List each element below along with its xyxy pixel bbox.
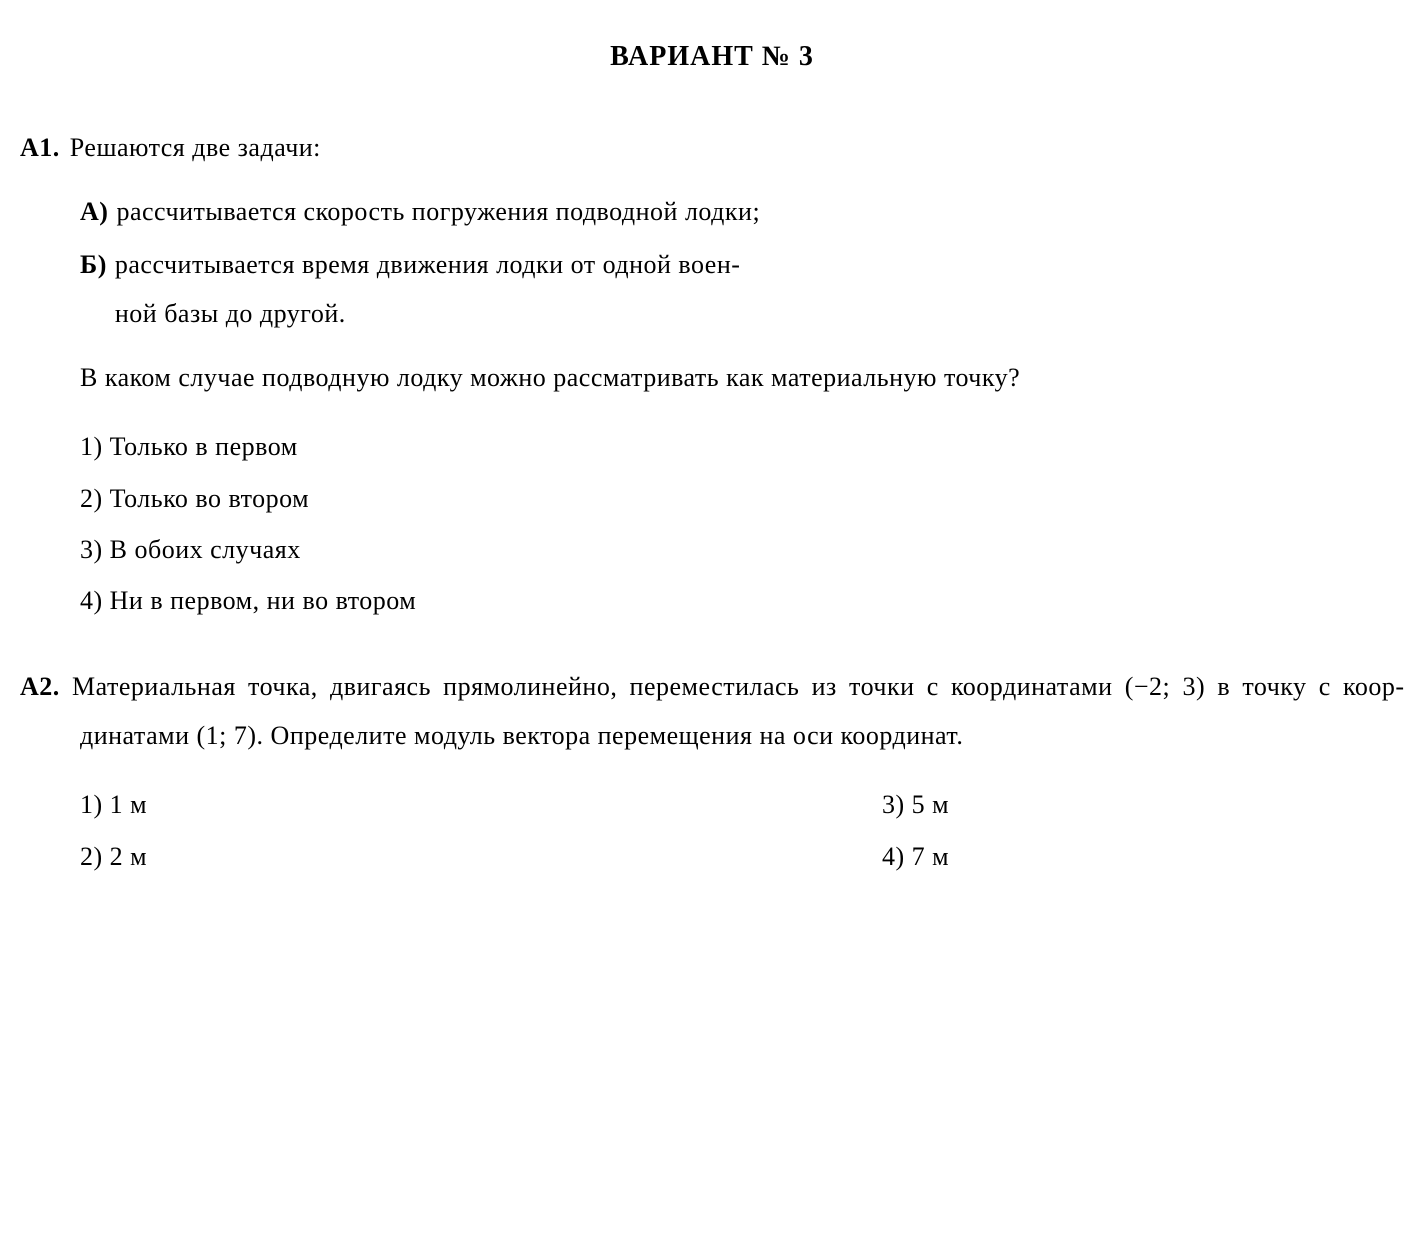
- sub-b-line2: ной базы до другой.: [115, 299, 346, 328]
- answer-a2-2: 2) 2 м: [80, 832, 602, 881]
- answer-a2-1: 1) 1 м: [80, 780, 602, 829]
- question-a1-intro: Решаются две задачи:: [70, 123, 1404, 172]
- answer-a2-4: 4) 7 м: [882, 832, 1404, 881]
- question-a1-header: А1. Решаются две задачи:: [20, 123, 1404, 172]
- question-a2-answers: 1) 1 м 3) 5 м 2) 2 м 4) 7 м: [80, 780, 1404, 883]
- answer-a1-1: 1) Только в первом: [80, 422, 1404, 471]
- sub-a-label: А): [80, 187, 108, 236]
- question-a2-number: А2.: [20, 672, 60, 701]
- sub-b-line1: рассчитывается время движения лодки от о…: [115, 250, 741, 279]
- question-a2-text-block: А2. Материальная точка, двигаясь прямоли…: [80, 662, 1404, 761]
- sub-b-text: рассчитывается время движения лодки от о…: [115, 240, 1404, 339]
- question-a2: А2. Материальная точка, двигаясь прямоли…: [20, 662, 1404, 884]
- question-a1-number: А1.: [20, 123, 60, 172]
- answer-a1-4: 4) Ни в первом, ни во втором: [80, 576, 1404, 625]
- question-a1-sub-a: А) рассчитывается скорость погружения по…: [80, 187, 1404, 236]
- sub-a-text: рассчитывается скорость погружения подво…: [116, 187, 1404, 236]
- answer-a1-3: 3) В обоих случаях: [80, 525, 1404, 574]
- sub-b-label: Б): [80, 240, 107, 289]
- question-a1: А1. Решаются две задачи: А) рассчитывает…: [20, 123, 1404, 626]
- document-title: ВАРИАНТ № 3: [20, 30, 1404, 83]
- question-a1-subitems: А) рассчитывается скорость погружения по…: [80, 187, 1404, 339]
- answer-a1-2: 2) Только во втором: [80, 474, 1404, 523]
- answer-a2-3: 3) 5 м: [882, 780, 1404, 829]
- question-a1-answers: 1) Только в первом 2) Только во втором 3…: [80, 422, 1404, 626]
- question-a2-text: Материальная точка, двигаясь прямолинейн…: [72, 672, 1404, 750]
- question-a1-sub-b: Б) рассчитывается время движения лодки о…: [80, 240, 1404, 339]
- question-a1-body: В каком случае подводную лодку можно рас…: [80, 353, 1404, 402]
